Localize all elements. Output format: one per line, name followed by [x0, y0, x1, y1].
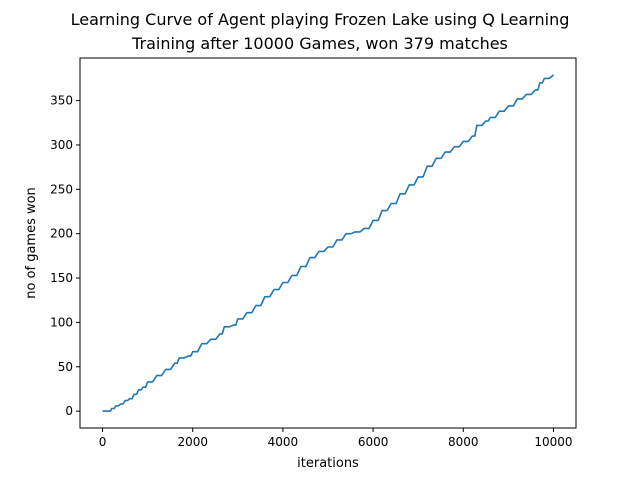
axes-frame — [79, 57, 577, 429]
axis-ticks: 0 2000 4000 6000 8000 10000 0 50 100 150 200 250 300… — [50, 94, 572, 449]
y-tick-label-1: 50 — [58, 360, 73, 374]
chart-title: Learning Curve of Agent playing Frozen L… — [71, 10, 570, 29]
y-axis-label: no of games won — [24, 187, 39, 299]
y-tick-label-0: 0 — [65, 404, 73, 418]
x-tick-label-3: 6000 — [358, 435, 389, 449]
y-tick-label-3: 150 — [50, 271, 73, 285]
chart-subtitle: Training after 10000 Games, won 379 matc… — [131, 34, 508, 53]
y-tick-label-5: 250 — [50, 182, 73, 196]
x-tick-label-4: 8000 — [448, 435, 479, 449]
x-axis-label: iterations — [297, 456, 359, 471]
y-tick-label-6: 300 — [50, 138, 73, 152]
x-tick-label-1: 2000 — [177, 435, 208, 449]
x-tick-label-2: 4000 — [268, 435, 299, 449]
x-tick-label-0: 0 — [99, 435, 107, 449]
y-tick-label-2: 100 — [50, 315, 73, 329]
y-tick-label-4: 200 — [50, 227, 73, 241]
series-line-0 — [102, 74, 555, 412]
x-tick-label-5: 10000 — [534, 435, 572, 449]
y-tick-label-7: 350 — [50, 94, 73, 108]
plot-area — [102, 74, 555, 412]
